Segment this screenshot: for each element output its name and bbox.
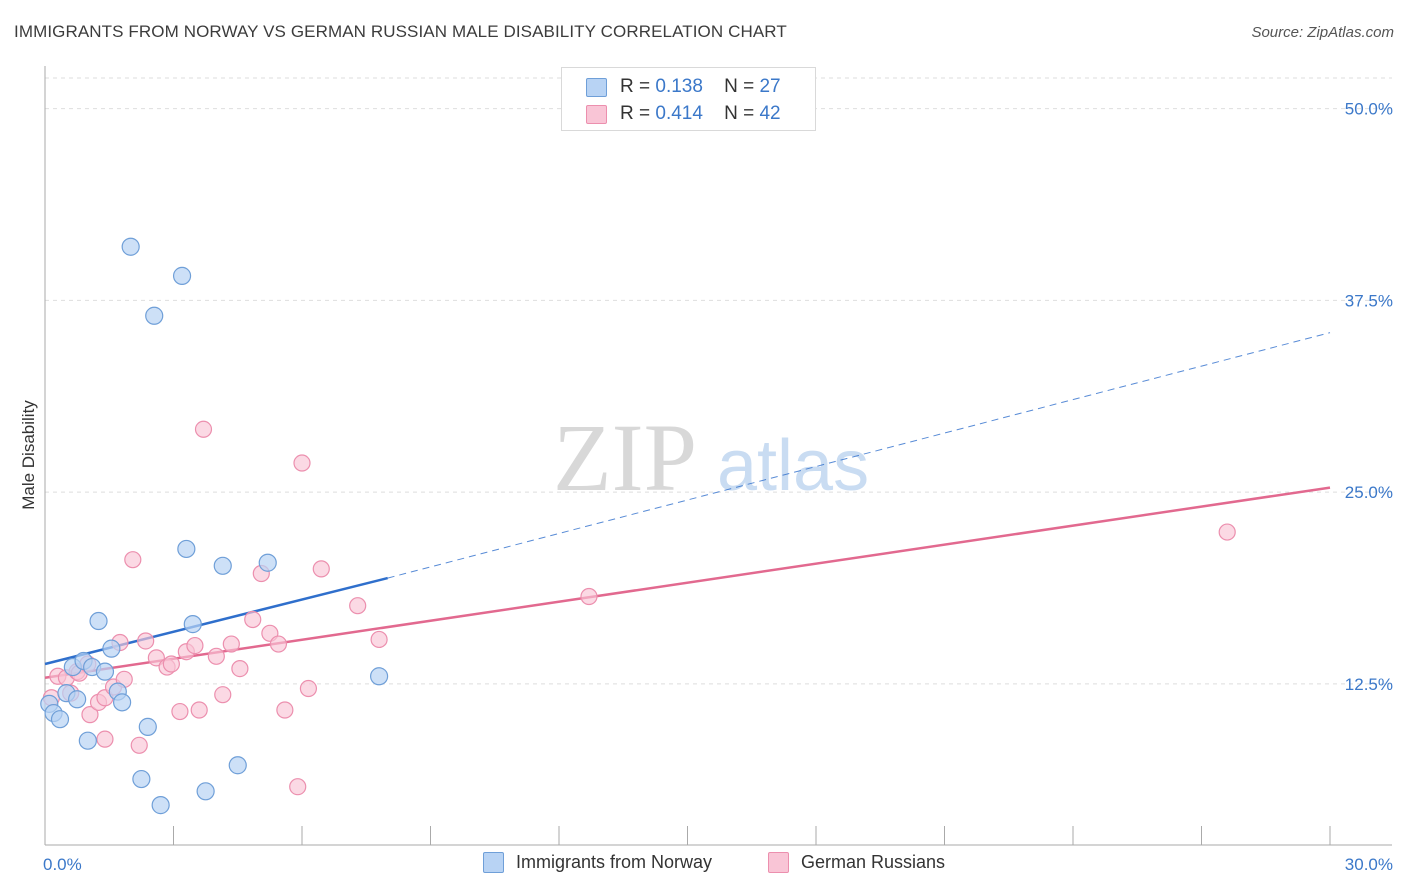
series-label-norway: Immigrants from Norway	[516, 852, 713, 872]
point-norway	[132, 769, 151, 789]
legend-r-value: 0.414	[655, 103, 703, 124]
point-german	[276, 701, 294, 719]
trend-line-german	[44, 486, 1331, 680]
point-norway	[68, 690, 87, 709]
y-axis-label: Male Disability	[19, 400, 38, 510]
correlation-legend: R = 0.138 N = 27 R = 0.414 N = 42	[561, 67, 816, 131]
y-tick-label: 50.0%	[1345, 100, 1393, 119]
series-legend-german[interactable]: German Russians	[768, 852, 945, 873]
legend-r-label: R =	[620, 76, 651, 97]
grid-lines	[45, 77, 1392, 685]
point-german	[130, 736, 148, 754]
point-norway	[172, 266, 192, 285]
point-german	[207, 647, 225, 665]
series-swatch-norway	[483, 852, 504, 873]
point-norway	[177, 539, 196, 559]
point-german	[269, 635, 288, 653]
legend-row-german: R = 0.414 N = 42	[586, 102, 781, 126]
point-norway	[258, 553, 277, 572]
point-german	[370, 630, 388, 649]
series-legend-norway[interactable]: Immigrants from Norway	[483, 852, 712, 873]
point-norway	[89, 611, 108, 631]
point-german	[231, 659, 249, 678]
point-german	[186, 636, 204, 655]
point-german	[312, 560, 330, 578]
series-label-german: German Russians	[801, 852, 946, 872]
point-norway	[78, 731, 97, 750]
point-norway	[102, 639, 121, 658]
point-norway	[138, 717, 157, 736]
watermark-atlas: atlas	[717, 426, 869, 506]
legend-swatch-norway	[586, 77, 607, 97]
point-norway	[183, 615, 202, 634]
point-german	[349, 597, 367, 615]
point-german	[222, 635, 240, 653]
point-german	[214, 686, 232, 704]
point-norway	[228, 756, 247, 775]
x-tick-label: 0.0%	[43, 855, 82, 874]
point-german	[96, 730, 114, 748]
point-german	[137, 632, 155, 650]
point-german	[81, 706, 99, 724]
point-german	[124, 551, 142, 569]
point-norway	[95, 662, 115, 681]
point-norway	[370, 667, 389, 686]
data-points	[40, 237, 1236, 815]
legend-row-norway: R = 0.138 N = 27	[586, 75, 781, 99]
watermark-zip: ZIP	[553, 404, 697, 511]
legend-r-value: 0.138	[655, 76, 703, 97]
y-tick-label: 25.0%	[1345, 483, 1393, 502]
point-german	[244, 610, 262, 629]
legend-r-label: R =	[620, 103, 651, 124]
point-norway	[196, 782, 215, 801]
point-norway	[145, 306, 164, 325]
source-label: Source: ZipAtlas.com	[1251, 24, 1394, 41]
point-german	[580, 587, 598, 606]
legend-n-value: 27	[759, 76, 781, 97]
point-german	[1218, 523, 1236, 541]
point-german	[171, 702, 189, 721]
y-tick-label: 37.5%	[1345, 291, 1393, 310]
trend-line-norway	[44, 576, 388, 666]
tick-labels: 12.5% 25.0% 37.5% 50.0% 0.0% 30.0%	[43, 100, 1393, 874]
watermark: ZIP atlas	[553, 404, 869, 511]
point-norway	[112, 693, 132, 712]
point-norway	[213, 556, 232, 575]
point-german	[190, 701, 208, 719]
trend-lines	[44, 332, 1331, 680]
legend-n-label: N =	[724, 103, 755, 124]
point-german	[299, 679, 318, 698]
point-german	[194, 420, 213, 438]
legend-swatch-german	[586, 104, 607, 124]
point-norway	[151, 796, 170, 815]
legend-n-value: 42	[759, 103, 781, 124]
point-german	[293, 454, 311, 472]
series-legend: Immigrants from Norway German Russians	[0, 852, 1406, 878]
y-tick-label: 12.5%	[1345, 675, 1393, 694]
series-swatch-german	[768, 852, 789, 873]
point-german	[289, 778, 307, 796]
point-norway	[50, 710, 70, 729]
chart-title: IMMIGRANTS FROM NORWAY VS GERMAN RUSSIAN…	[14, 22, 787, 41]
legend-n-label: N =	[724, 76, 755, 97]
x-tick-label: 30.0%	[1345, 855, 1393, 874]
point-german	[162, 655, 180, 673]
point-norway	[121, 237, 140, 256]
trend-line-norway-extension	[387, 332, 1331, 579]
